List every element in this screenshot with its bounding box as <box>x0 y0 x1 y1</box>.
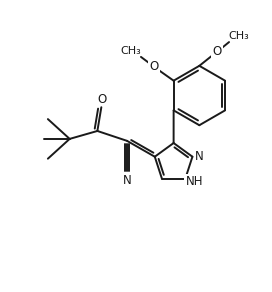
Text: O: O <box>149 60 159 73</box>
Text: NH: NH <box>186 175 203 188</box>
Text: CH₃: CH₃ <box>121 46 141 56</box>
Text: N: N <box>195 150 204 163</box>
Text: N: N <box>123 174 131 187</box>
Text: CH₃: CH₃ <box>228 31 249 41</box>
Text: O: O <box>212 46 222 58</box>
Text: O: O <box>98 93 107 106</box>
